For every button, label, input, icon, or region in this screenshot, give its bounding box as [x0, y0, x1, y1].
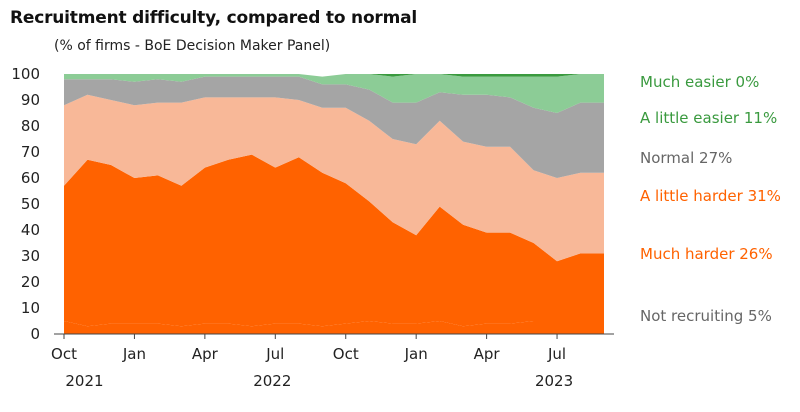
x-year-label: 2023 [535, 372, 573, 390]
area-much-easier [64, 74, 604, 77]
legend-label: Much easier 0% [640, 73, 759, 91]
y-tick-label: 40 [21, 221, 40, 239]
area-a-little-easier [64, 74, 604, 113]
y-tick-label: 70 [21, 143, 40, 161]
area-normal [64, 76, 604, 178]
chart-title: Recruitment difficulty, compared to norm… [10, 8, 418, 28]
x-tick-label: Oct [333, 345, 359, 363]
legend-label: A little harder 31% [640, 187, 781, 205]
x-tick-label: Jan [404, 345, 428, 363]
y-tick-label: 90 [21, 91, 40, 109]
y-tick-label: 10 [21, 299, 40, 317]
y-tick-label: 60 [21, 169, 40, 187]
x-tick-label: Jan [122, 345, 146, 363]
y-tick-label: 30 [21, 247, 40, 265]
y-tick-label: 0 [30, 325, 40, 343]
legend-label: A little easier 11% [640, 109, 777, 127]
x-tick-label: Jul [547, 345, 566, 363]
x-year-label: 2021 [65, 372, 103, 390]
x-year-label: 2022 [253, 372, 291, 390]
x-tick-label: Jul [265, 345, 284, 363]
x-tick-label: Apr [192, 345, 219, 363]
area-a-little-harder [64, 94, 604, 262]
chart-subtitle: (% of firms - BoE Decision Maker Panel) [54, 38, 331, 54]
y-tick-label: 80 [21, 117, 40, 135]
legend-label: Not recruiting 5% [640, 307, 772, 325]
y-tick-label: 100 [11, 65, 40, 83]
x-tick-label: Oct [51, 345, 77, 363]
y-tick-label: 20 [21, 273, 40, 291]
area-much-harder [64, 154, 604, 327]
x-tick-label: Apr [474, 345, 501, 363]
y-tick-label: 50 [21, 195, 40, 213]
legend-label: Normal 27% [640, 149, 732, 167]
legend-label: Much harder 26% [640, 245, 773, 263]
area-not-recruiting [64, 321, 604, 334]
